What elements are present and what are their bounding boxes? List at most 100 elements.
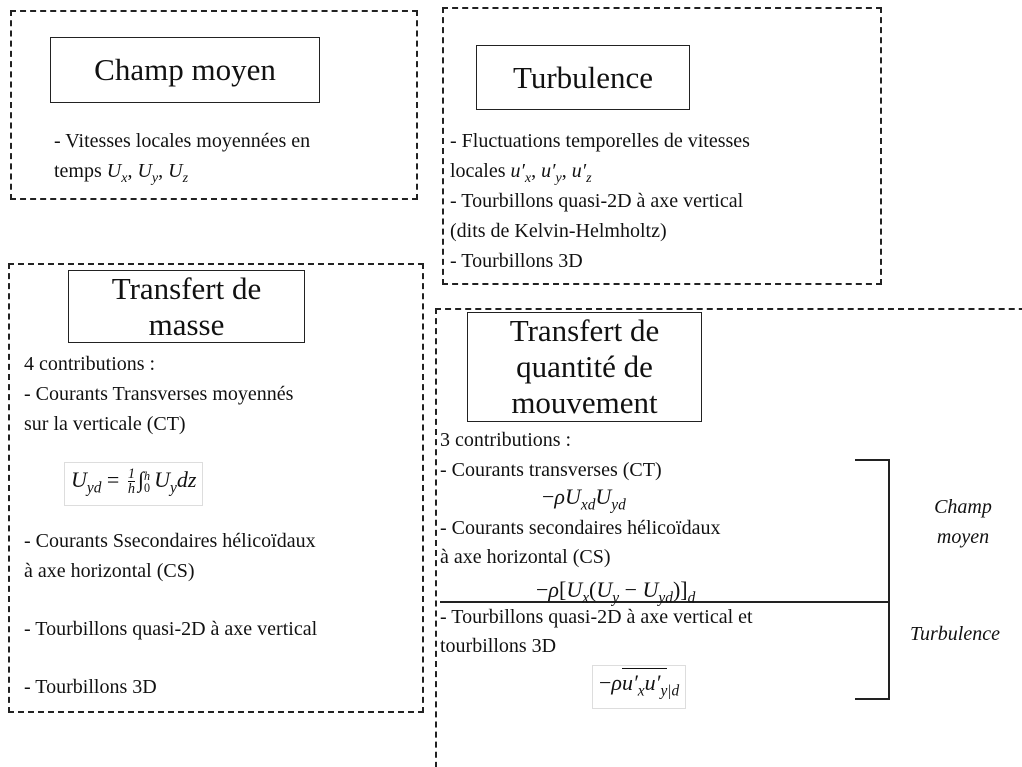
formula: −ρu′xu′y|d bbox=[592, 665, 687, 710]
text: - Fluctuations temporelles de vitesses bbox=[450, 130, 750, 152]
symbol: ∫ bbox=[138, 467, 145, 492]
text: - Courants secondaires hélicoïdaux bbox=[440, 517, 721, 539]
text-line: - Tourbillons 3D bbox=[450, 246, 583, 276]
subscript: y bbox=[169, 479, 177, 497]
symbol: dz bbox=[176, 467, 197, 492]
symbol: u′ bbox=[571, 160, 587, 182]
text: = bbox=[101, 467, 125, 492]
math-term: u′xu′y bbox=[621, 668, 668, 699]
math-term: Uyd bbox=[642, 577, 673, 606]
subscript: z bbox=[586, 171, 592, 186]
panel bbox=[442, 7, 882, 285]
panel bbox=[435, 308, 1022, 767]
text-line: - Tourbillons quasi-2D à axe vertical bbox=[24, 614, 317, 644]
panel-title: Champ moyen bbox=[50, 37, 320, 103]
subscript: yd bbox=[658, 589, 673, 607]
title-line: quantité de bbox=[516, 349, 653, 384]
text: , bbox=[531, 160, 542, 182]
panel-title: Transfert de quantité de mouvement bbox=[467, 312, 702, 422]
text: )] bbox=[672, 577, 688, 602]
subscript: x bbox=[582, 589, 590, 607]
text: - Tourbillons quasi-2D à axe vertical bbox=[24, 618, 318, 640]
math-term: Ux bbox=[566, 577, 589, 606]
text-line: 3 contributions : bbox=[440, 425, 571, 455]
panel-title: Turbulence bbox=[476, 45, 690, 110]
text-line: - Courants transverses (CT) bbox=[440, 455, 662, 485]
math-term: u′y bbox=[541, 160, 562, 186]
text: , bbox=[561, 160, 572, 182]
lower-limit: 0 bbox=[144, 480, 151, 495]
text-line: tourbillons 3D bbox=[440, 631, 556, 661]
text: - Vitesses locales moyennées en bbox=[54, 130, 311, 152]
text: - Courants Transverses moyennés bbox=[24, 383, 294, 405]
symbol: u′ bbox=[621, 670, 638, 695]
text: (dits de Kelvin-Helmholtz) bbox=[450, 220, 667, 242]
text: à axe horizontal (CS) bbox=[440, 546, 611, 568]
subscript: yd bbox=[611, 496, 626, 514]
math-term: |d bbox=[667, 670, 679, 699]
text: - Courants transverses (CT) bbox=[440, 459, 662, 481]
text: − bbox=[599, 670, 612, 695]
formula: −ρ[Ux(Uy − Uyd)]d bbox=[536, 575, 695, 613]
math-term: d bbox=[688, 577, 696, 606]
text: - Tourbillons 3D bbox=[450, 250, 583, 272]
subscript: x bbox=[637, 682, 645, 700]
subscript: y bbox=[151, 171, 159, 186]
subscript: xd bbox=[580, 496, 596, 514]
math-term: ρUxd bbox=[554, 484, 595, 513]
math-term: Uyd bbox=[595, 484, 625, 513]
subscript: y bbox=[660, 682, 668, 700]
side-label-line: Turbulence bbox=[910, 623, 1000, 645]
text: - Tourbillons quasi-2D à axe vertical et bbox=[440, 606, 753, 628]
math-term: u′y bbox=[644, 670, 668, 699]
math-term: Uy bbox=[596, 577, 619, 606]
text-line: - Tourbillons quasi-2D à axe vertical bbox=[450, 186, 743, 216]
symbol: u′ bbox=[510, 160, 525, 182]
math-term: Ux bbox=[106, 160, 128, 186]
math-term: Uz bbox=[168, 160, 188, 186]
text-line: - Tourbillons quasi-2D à axe vertical et bbox=[440, 602, 753, 632]
text-line: à axe horizontal (CS) bbox=[24, 556, 195, 586]
symbol: U bbox=[154, 467, 170, 492]
text-line: - Fluctuations temporelles de vitesses bbox=[450, 126, 750, 156]
subscript: d bbox=[687, 589, 696, 607]
panel bbox=[8, 263, 424, 713]
formula: −ρUxdUyd bbox=[542, 482, 626, 520]
upper-limit: h bbox=[144, 468, 151, 483]
title-line: Transfert de bbox=[111, 270, 262, 306]
text: - Tourbillons quasi-2D à axe vertical bbox=[450, 190, 744, 212]
symbol: U bbox=[71, 467, 87, 492]
math-term: u′z bbox=[571, 160, 592, 186]
symbol: U bbox=[642, 577, 659, 602]
text-line: - Tourbillons 3D bbox=[24, 672, 157, 702]
formula: Uyd = 1 h ∫ 0 h Uydz bbox=[64, 462, 204, 507]
symbol: u′ bbox=[541, 160, 556, 182]
text: 3 contributions : bbox=[440, 429, 572, 451]
math-term: u′x bbox=[510, 160, 532, 186]
math-term: u′x bbox=[621, 670, 645, 699]
subscript: |d bbox=[667, 682, 680, 700]
title-line: Transfert de bbox=[509, 313, 660, 348]
text: , bbox=[158, 160, 169, 182]
overline: u′xu′y bbox=[621, 668, 668, 699]
text-line: 4 contributions : bbox=[24, 349, 155, 379]
math-term: ∫ 0 h bbox=[138, 467, 154, 495]
text-line: à axe horizontal (CS) bbox=[440, 542, 611, 572]
text: 4 contributions : bbox=[24, 353, 156, 375]
symbol: U bbox=[106, 160, 122, 182]
text: − bbox=[619, 577, 643, 602]
subscript: x bbox=[524, 171, 532, 186]
symbol: ρ bbox=[548, 577, 559, 602]
text-line: - Courants Transverses moyennés bbox=[24, 379, 293, 409]
symbol: U bbox=[595, 484, 612, 509]
symbol: u′ bbox=[644, 670, 661, 695]
math-term: Uyd bbox=[71, 467, 101, 496]
text: − bbox=[536, 577, 549, 602]
text-line: locales u′x, u′y, u′z bbox=[450, 156, 592, 194]
side-label-line: Champ bbox=[934, 496, 992, 518]
side-label: Turbulence bbox=[875, 619, 1022, 649]
symbol: U bbox=[566, 577, 583, 602]
